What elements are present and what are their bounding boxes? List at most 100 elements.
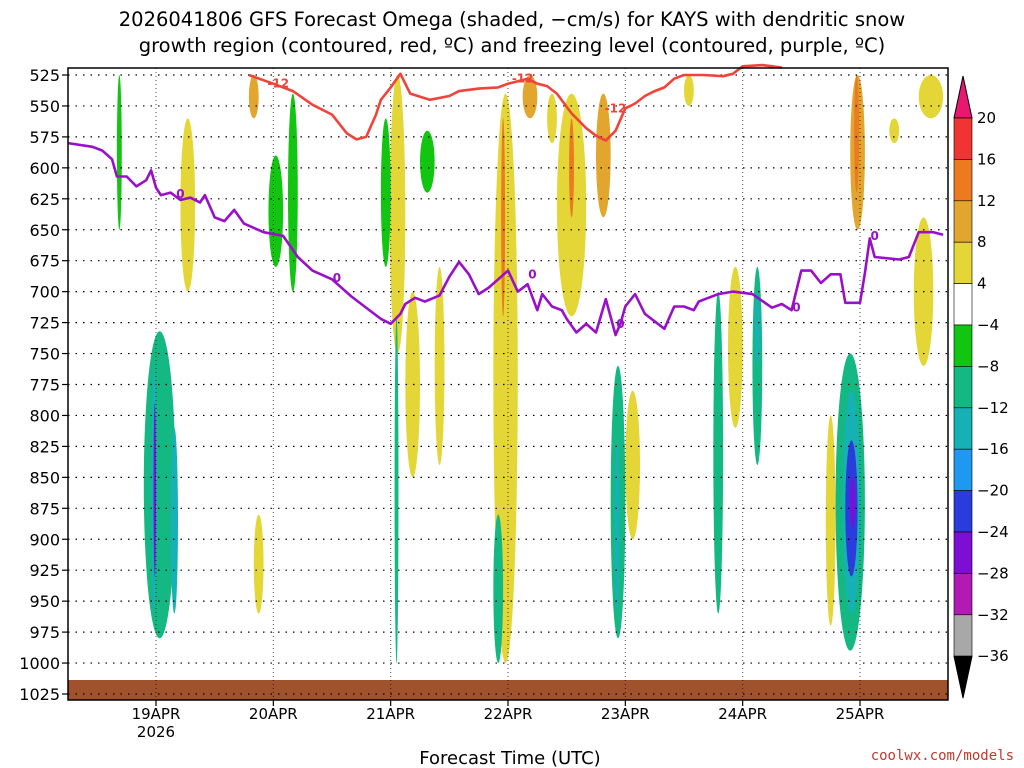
y-tick-label-975: 975 — [29, 623, 60, 642]
y-tick-label-750: 750 — [29, 345, 60, 364]
y-tick-label-525: 525 — [29, 66, 60, 85]
omega-region-jet-24d — [754, 291, 760, 366]
colorbar-label-11: −28 — [977, 564, 1009, 582]
omega-region-jet-s2 — [180, 118, 196, 292]
omega-region-jet-w1 — [143, 331, 176, 639]
y-tick-label-850: 850 — [29, 468, 60, 487]
colorbar-label-2: 12 — [977, 192, 996, 210]
x-tick-label-23APR: 23APR — [601, 705, 650, 723]
omega-region-jet-24a — [713, 291, 724, 614]
omega-region-jet-s3 — [248, 75, 259, 119]
y-tick-label-725: 725 — [29, 314, 60, 333]
y-tick-label-700: 700 — [29, 283, 60, 302]
omega-region-jet-24b — [728, 266, 743, 428]
y-tick-label-900: 900 — [29, 530, 60, 549]
y-tick-label-650: 650 — [29, 221, 60, 240]
y-tick-label-575: 575 — [29, 128, 60, 147]
freezing-level-label-5: 0 — [870, 229, 878, 243]
ground-layer — [68, 680, 948, 700]
colorbar-label-13: −36 — [977, 647, 1009, 665]
colorbar-label-1: 16 — [977, 150, 996, 168]
y-tick-label-925: 925 — [29, 561, 60, 580]
source-credit[interactable]: coolwx.com/models — [871, 748, 1014, 764]
omega-region-jet-w3 — [153, 403, 156, 577]
omega-region-jet-s12 — [625, 390, 641, 540]
colorbar-label-12: −32 — [977, 606, 1009, 624]
omega-region-jet-25g — [825, 415, 836, 626]
terrain-band — [68, 680, 948, 700]
x-axis-label: Forecast Time (UTC) — [419, 748, 600, 768]
y-tick-label-775: 775 — [29, 376, 60, 395]
y-tick-label-600: 600 — [29, 159, 60, 178]
omega-region-jet-s6 — [253, 514, 264, 614]
pressure-axis: 525 550 575 600 625 650 675 700 725 750 775 800 825 8… — [19, 66, 68, 704]
omega-region-jet-s5 — [288, 93, 298, 292]
y-tick-label-675: 675 — [29, 252, 60, 271]
colorbar-bin-7 — [953, 366, 973, 409]
freezing-level-label-0: 0 — [176, 187, 184, 201]
omega-region-jet-stripB — [389, 75, 406, 354]
y-tick-label-825: 825 — [29, 437, 60, 456]
colorbar-label-6: −8 — [977, 357, 999, 375]
y-tick-label-875: 875 — [29, 499, 60, 518]
dgz-label-1: -12 — [512, 72, 534, 86]
freezing-level-label-4: 0 — [792, 301, 800, 315]
omega-colorbar: 20 16 12 8 4 −4 −8 −12 −16 −20 −24 −28 −32 −36 — [953, 75, 1009, 699]
omega-region-jet-s4 — [268, 155, 284, 267]
omega-region-jet-25f — [854, 74, 860, 193]
colorbar-label-10: −24 — [977, 523, 1009, 541]
colorbar-top-arrow — [953, 75, 973, 119]
colorbar-bin-9 — [953, 448, 973, 491]
colorbar-bin-4 — [953, 241, 973, 284]
y-tick-label-1025: 1025 — [19, 685, 60, 704]
contour-layer: 0 0 0 0 0 0 -12 -12 -12 — [67, 63, 944, 337]
omega-region-jet-stripD — [405, 291, 420, 478]
colorbar-bin-8 — [953, 407, 973, 450]
omega-region-jet-22b — [501, 118, 506, 317]
freezing-level-label-1: 0 — [333, 271, 341, 285]
omega-region-jet-stripE — [434, 266, 445, 465]
freezing-level-line — [67, 141, 944, 337]
x-tick-label-21APR: 21APR — [366, 705, 415, 723]
y-tick-label-1000: 1000 — [19, 654, 60, 673]
colorbar-bin-10 — [953, 490, 973, 533]
colorbar-bin-1 — [953, 117, 973, 160]
grid-layer — [68, 68, 948, 700]
omega-region-jet-23d — [614, 440, 620, 614]
x-tick-label-25APR: 25APR — [836, 705, 885, 723]
omega-region-jet-25d — [850, 477, 856, 527]
colorbar-label-0: 20 — [977, 109, 996, 127]
omega-region-jet-25i — [889, 118, 900, 144]
omega-region-jet-s9 — [522, 75, 538, 119]
chart-title-line-1: 2026041806 GFS Forecast Omega (shaded, −… — [119, 8, 906, 31]
freezing-level-label-3: 0 — [616, 317, 624, 331]
omega-region-jet-22c — [493, 514, 504, 664]
chart-title-line-2: growth region (contoured, red, ºC) and f… — [139, 34, 886, 57]
x-tick-sublabel-19APR: 2026 — [137, 723, 175, 741]
x-tick-label-22APR: 22APR — [484, 705, 533, 723]
y-tick-label-625: 625 — [29, 190, 60, 209]
y-tick-label-550: 550 — [29, 97, 60, 116]
omega-region-jet-s1 — [116, 75, 122, 230]
colorbar-label-4: 4 — [977, 275, 987, 293]
omega-region-jet-s10 — [547, 93, 557, 144]
colorbar-label-8: −16 — [977, 440, 1009, 458]
y-tick-label-800: 800 — [29, 406, 60, 425]
y-tick-label-950: 950 — [29, 592, 60, 611]
x-tick-label-19APR: 19APR — [132, 705, 181, 723]
omega-region-jet-s13 — [684, 75, 694, 106]
colorbar-bin-13 — [953, 614, 973, 657]
colorbar-label-7: −12 — [977, 399, 1009, 417]
x-tick-label-20APR: 20APR — [249, 705, 298, 723]
colorbar-bin-3 — [953, 200, 973, 243]
colorbar-bin-6 — [953, 324, 973, 367]
omega-region-jet-s8 — [420, 130, 435, 193]
colorbar-bin-12 — [953, 573, 973, 616]
omega-region-jet-w4 — [170, 427, 178, 614]
colorbar-label-3: 8 — [977, 233, 987, 251]
dgz-label-0: -12 — [267, 77, 289, 91]
colorbar-label-5: −4 — [977, 316, 999, 334]
colorbar-bin-11 — [953, 531, 973, 574]
